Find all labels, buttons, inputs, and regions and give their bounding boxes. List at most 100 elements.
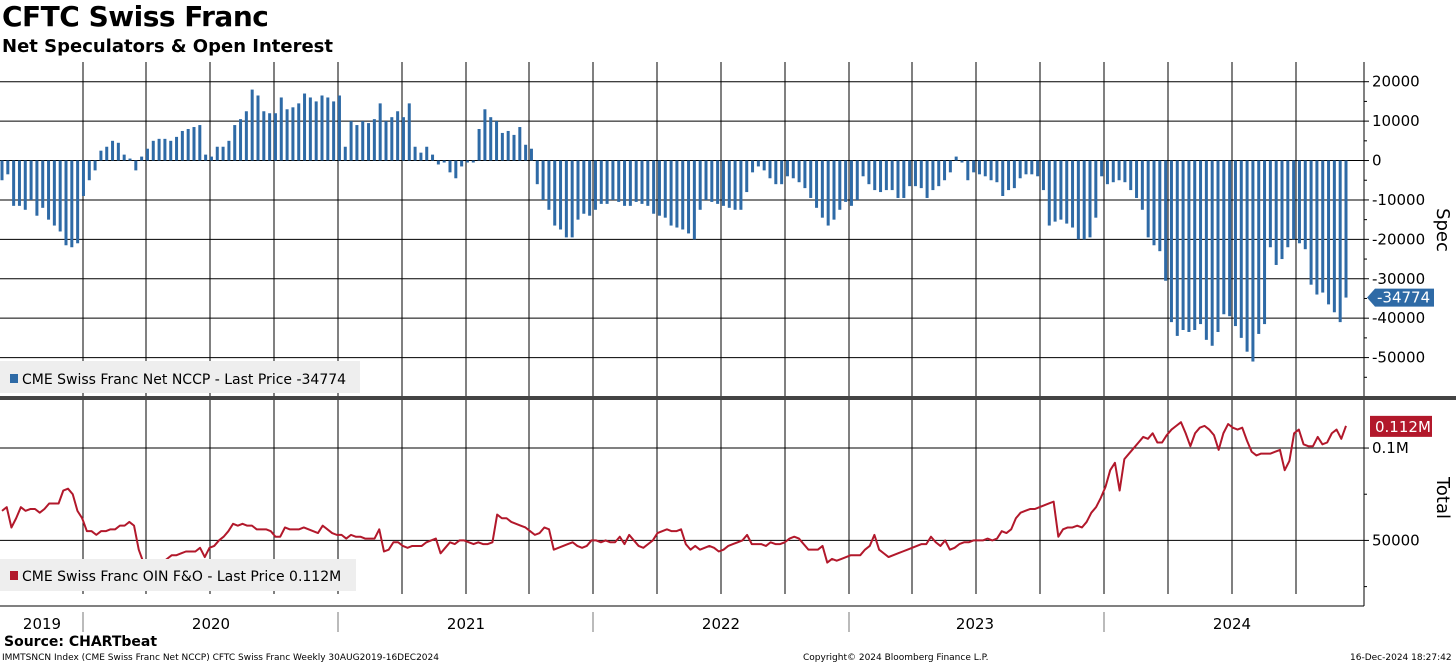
spec-bar (913, 160, 917, 187)
spec-bar (948, 160, 952, 173)
total-ytick-label: 0.1M (1372, 439, 1409, 457)
spec-bar (599, 160, 603, 204)
spec-bar (1216, 160, 1220, 332)
spec-axis-title: Spec (1432, 208, 1453, 252)
spec-bar (564, 160, 568, 238)
spec-bar (838, 160, 842, 210)
spec-bar (727, 160, 731, 208)
spec-ytick-label: -40000 (1372, 309, 1425, 327)
spec-bar (855, 160, 859, 200)
spec-bar (512, 134, 516, 161)
spec-bar (471, 160, 475, 163)
spec-bar (1297, 160, 1301, 244)
spec-bar (524, 144, 528, 161)
spec-bar (215, 146, 219, 161)
spec-legend-box (0, 361, 360, 393)
spec-bar (47, 160, 51, 220)
spec-bar (1169, 160, 1173, 323)
spec-bar (879, 160, 883, 193)
spec-bar (559, 160, 563, 230)
spec-bar (721, 160, 725, 206)
spec-bar (35, 160, 39, 216)
spec-bar (198, 125, 202, 161)
spec-bar (17, 160, 21, 206)
spec-bar (1164, 160, 1168, 281)
spec-bar (861, 160, 865, 177)
spec-bar (1123, 160, 1127, 183)
spec-bar (1321, 160, 1325, 293)
spec-bar (1047, 160, 1051, 226)
spec-bar (768, 160, 772, 179)
timestamp-text: 16-Dec-2024 18:27:42 (1350, 653, 1452, 663)
spec-bar (1007, 160, 1011, 191)
spec-bar (337, 95, 341, 161)
spec-bar (1041, 160, 1045, 191)
spec-bar (692, 160, 696, 240)
spec-bar (785, 160, 789, 177)
spec-bar (151, 140, 155, 161)
spec-bar (1071, 160, 1075, 228)
spec-bar (1082, 160, 1086, 240)
spec-bar (791, 160, 795, 179)
spec-bar (1140, 160, 1144, 210)
spec-bar (605, 160, 609, 204)
spec-bar (884, 160, 888, 191)
spec-bar (925, 160, 929, 198)
spec-bar (710, 160, 714, 202)
spec-bar (227, 140, 231, 161)
spec-bar (105, 146, 109, 161)
spec-bar (623, 160, 627, 206)
spec-bar (1332, 160, 1336, 313)
spec-bar (634, 160, 638, 202)
spec-bar (844, 160, 848, 202)
spec-bar (646, 160, 650, 206)
panel-separator (0, 396, 1456, 400)
spec-bar (1088, 160, 1092, 238)
spec-bar (279, 97, 283, 161)
spec-bar (902, 160, 906, 198)
spec-legend-swatch (10, 374, 18, 383)
spec-bar (1315, 160, 1319, 295)
spec-bar (547, 160, 551, 210)
spec-bar (268, 113, 272, 161)
spec-bar (739, 160, 743, 210)
spec-bar (762, 160, 766, 171)
x-year-label: 2024 (1213, 615, 1251, 633)
total-ytick-label: 50000 (1372, 531, 1420, 549)
spec-bar (291, 107, 295, 161)
spec-bar (128, 158, 132, 161)
spec-bar (244, 111, 248, 161)
spec-bar (820, 160, 824, 218)
spec-bar (157, 138, 161, 161)
total-last-value-tag (1370, 415, 1432, 437)
spec-bar (1100, 160, 1104, 177)
spec-bar (931, 160, 935, 191)
x-year-label: 2019 (23, 615, 61, 633)
spec-bar (204, 154, 208, 161)
spec-bar (908, 160, 912, 187)
spec-bar (442, 160, 446, 163)
spec-bar (1210, 160, 1214, 346)
spec-bar (937, 160, 941, 187)
spec-bar (6, 160, 10, 175)
spec-bar (977, 160, 981, 175)
spec-bar (529, 148, 533, 161)
spec-bar (1338, 160, 1342, 323)
spec-bar (23, 160, 27, 210)
spec-bar (657, 160, 661, 216)
spec-bar (192, 127, 196, 161)
spec-bar (460, 160, 464, 167)
spec-bar (669, 160, 673, 226)
spec-bar (500, 132, 504, 161)
spec-bar (518, 127, 522, 161)
spec-bar (972, 160, 976, 173)
spec-bar (297, 103, 301, 161)
spec-bar (1257, 160, 1261, 334)
spec-bar (431, 154, 435, 161)
spec-bar (1292, 160, 1296, 240)
spec-bar (320, 95, 324, 161)
spec-bar (483, 109, 487, 161)
spec-bar (1204, 160, 1208, 340)
spec-bar (797, 160, 801, 183)
